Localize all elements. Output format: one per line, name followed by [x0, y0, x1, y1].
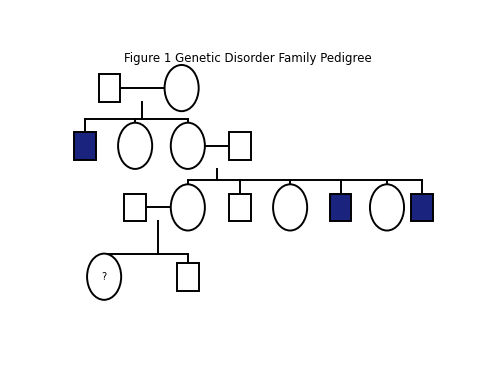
Ellipse shape	[165, 65, 199, 111]
Ellipse shape	[171, 184, 205, 231]
Text: ?: ?	[101, 272, 107, 282]
Bar	[411, 194, 433, 221]
Bar	[229, 194, 250, 221]
Ellipse shape	[118, 123, 152, 169]
Bar	[124, 194, 146, 221]
Ellipse shape	[273, 184, 307, 231]
Bar	[229, 132, 250, 160]
Text: Figure 1 Genetic Disorder Family Pedigree: Figure 1 Genetic Disorder Family Pedigre…	[123, 52, 371, 65]
Ellipse shape	[87, 254, 121, 300]
Bar	[74, 132, 95, 160]
Bar	[99, 74, 121, 102]
Bar	[177, 263, 199, 291]
Ellipse shape	[171, 123, 205, 169]
Ellipse shape	[370, 184, 404, 231]
Bar	[330, 194, 351, 221]
